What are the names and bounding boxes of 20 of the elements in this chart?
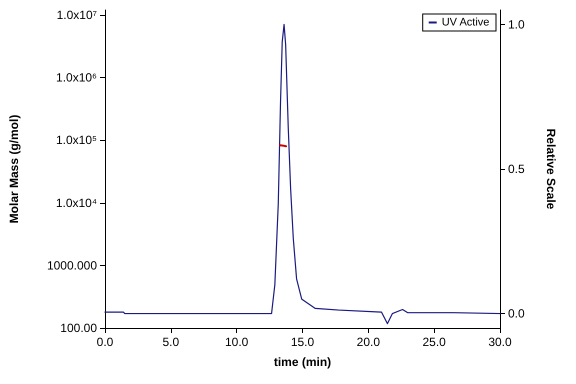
x-tick-label: 15.0 (290, 335, 314, 349)
legend-label: UV Active (442, 16, 490, 28)
y-axis-title: Molar Mass (g/mol) (7, 114, 21, 224)
x-tick-label: 30.0 (488, 335, 512, 349)
x-tick-label: 5.0 (162, 335, 180, 349)
y-tick-label: 1.0x10⁶ (56, 70, 98, 85)
y2-tick-label: 1.0 (508, 17, 526, 32)
x-tick-label: 25.0 (422, 335, 446, 349)
y-tick-label: 1.0x10⁵ (56, 133, 98, 148)
y-tick-label: 1000.000 (46, 258, 98, 272)
y2-axis-title: Relative Scale (544, 128, 558, 210)
x-tick-label: 20.0 (356, 335, 380, 349)
y2-tick-label: 0.0 (508, 306, 526, 321)
y-tick-label: 1.0x10⁷ (56, 8, 97, 22)
x-tick-label: 0.0 (96, 335, 114, 349)
y-tick-label: 100.00 (60, 321, 98, 335)
y-tick-label: 1.0x10⁴ (56, 196, 97, 210)
y2-tick-label: 0.5 (508, 162, 526, 176)
x-axis-title: time (min) (274, 355, 332, 369)
x-tick-label: 10.0 (224, 335, 249, 349)
